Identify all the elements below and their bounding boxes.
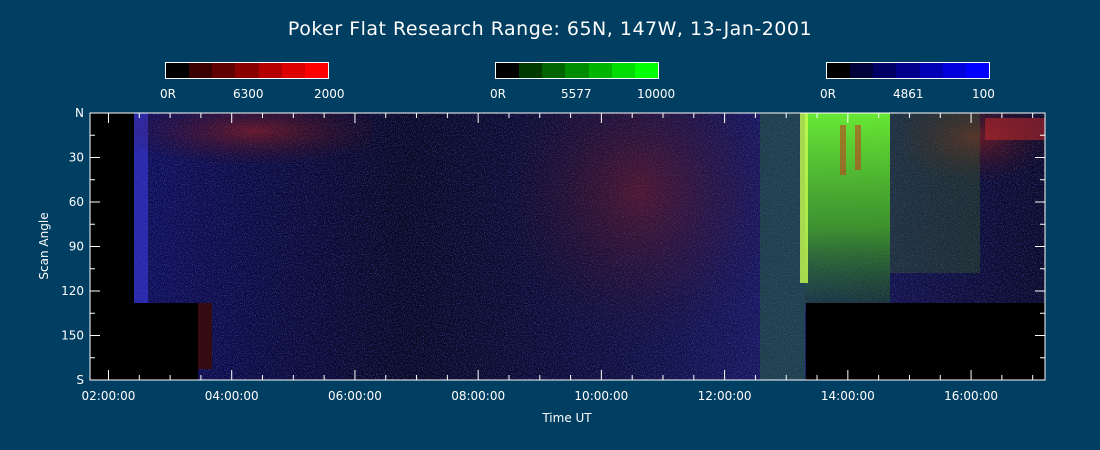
x-axis-title: Time UT bbox=[541, 411, 592, 425]
colorbar-green-segment bbox=[519, 63, 543, 78]
x-tick-label: 02:00:00 bbox=[82, 389, 136, 403]
colorbar-5577 bbox=[495, 62, 659, 79]
y-tick-label: S bbox=[76, 373, 84, 387]
colorbar-blue-segment bbox=[942, 63, 966, 78]
y-axis: N 30 60 90 120 150 S bbox=[61, 106, 1045, 387]
colorbar-red-segment bbox=[258, 63, 282, 78]
x-tick-label: 10:00:00 bbox=[574, 389, 628, 403]
x-tick-label: 16:00:00 bbox=[944, 389, 998, 403]
keogram-image bbox=[90, 113, 1045, 380]
chart-title: Poker Flat Research Range: 65N, 147W, 13… bbox=[287, 18, 813, 40]
x-tick-label: 08:00:00 bbox=[451, 389, 505, 403]
colorbar-4861 bbox=[826, 62, 990, 79]
colorbar-5577-min-label: 0R bbox=[490, 87, 506, 101]
colorbar-blue-segment bbox=[919, 63, 943, 78]
colorbar-green-segment bbox=[634, 63, 658, 78]
colorbar-4861-wavelength-label: 4861 bbox=[893, 87, 924, 101]
colorbar-red-segment bbox=[304, 63, 328, 78]
colorbar-blue-segment bbox=[850, 63, 874, 78]
colorbar-6300-min-label: 0R bbox=[160, 87, 176, 101]
y-tick-label: N bbox=[75, 106, 84, 120]
colorbar-6300-max-label: 2000 bbox=[314, 87, 345, 101]
colorbar-red-segment bbox=[235, 63, 259, 78]
x-tick-label: 06:00:00 bbox=[328, 389, 382, 403]
colorbar-5577-max-label: 10000 bbox=[637, 87, 676, 101]
colorbar-5577-wavelength-label: 5577 bbox=[561, 87, 592, 101]
colorbar-green-segment bbox=[611, 63, 635, 78]
colorbar-blue-segment bbox=[873, 63, 897, 78]
y-tick-label: 30 bbox=[69, 151, 84, 165]
x-tick-label: 12:00:00 bbox=[698, 389, 752, 403]
colorbar-6300-wavelength-label: 6300 bbox=[233, 87, 264, 101]
colorbar-red-segment bbox=[189, 63, 213, 78]
colorbar-green-segment bbox=[542, 63, 566, 78]
colorbar-green-segment bbox=[496, 63, 520, 78]
colorbar-4861-min-label: 0R bbox=[820, 87, 836, 101]
colorbar-blue-segment bbox=[896, 63, 920, 78]
colorbar-red-segment bbox=[212, 63, 236, 78]
y-tick-label: 60 bbox=[69, 195, 84, 209]
y-tick-label: 90 bbox=[69, 240, 84, 254]
colorbar-blue-segment bbox=[965, 63, 989, 78]
x-axis: 02:00:00 04:00:00 06:00:00 08:00:00 10:00:00… bbox=[82, 113, 1034, 403]
x-tick-label: 14:00:00 bbox=[821, 389, 875, 403]
colorbar-red-segment bbox=[281, 63, 305, 78]
y-tick-label: 120 bbox=[61, 284, 84, 298]
y-axis-title: Scan Angle bbox=[37, 212, 51, 279]
colorbar-green-segment bbox=[565, 63, 589, 78]
colorbar-4861-max-label: 100 bbox=[972, 87, 995, 101]
colorbar-blue-segment bbox=[827, 63, 851, 78]
y-tick-label: 150 bbox=[61, 329, 84, 343]
colorbar-green-segment bbox=[588, 63, 612, 78]
x-tick-label: 04:00:00 bbox=[205, 389, 259, 403]
colorbar-6300 bbox=[165, 62, 329, 79]
colorbar-red-segment bbox=[166, 63, 190, 78]
